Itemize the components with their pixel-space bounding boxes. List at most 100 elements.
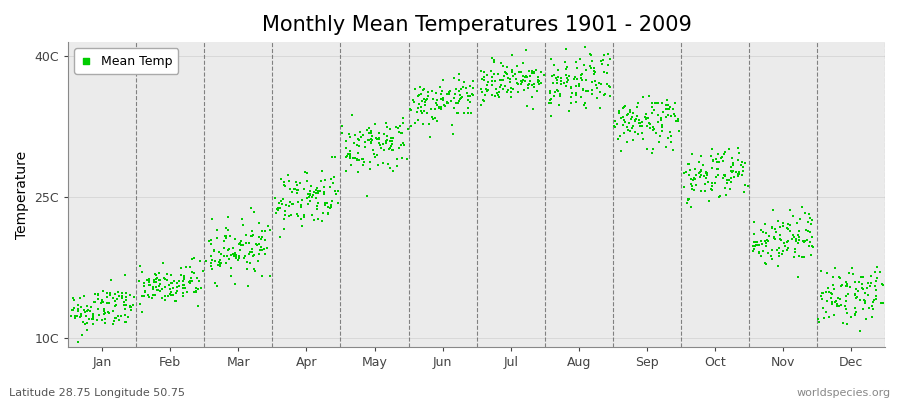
Point <box>310 203 324 210</box>
Point <box>385 141 400 148</box>
Point <box>652 139 666 145</box>
Point <box>418 102 432 109</box>
Point <box>661 134 675 141</box>
Point <box>239 231 254 238</box>
Point <box>223 252 238 258</box>
Point <box>148 279 163 285</box>
Point <box>534 80 548 86</box>
Point <box>362 137 376 143</box>
Point <box>187 255 202 261</box>
Point <box>630 112 644 119</box>
Point <box>228 251 242 258</box>
Point <box>67 304 81 311</box>
Point <box>479 86 493 93</box>
Point <box>526 81 541 87</box>
Point <box>118 312 132 318</box>
Point <box>174 272 188 278</box>
Point <box>137 280 151 286</box>
Point <box>148 292 162 298</box>
Point <box>284 186 298 192</box>
Point <box>593 88 608 95</box>
Point <box>628 117 643 124</box>
Point <box>474 102 489 108</box>
Point <box>310 185 325 192</box>
Point <box>732 171 746 178</box>
Point <box>564 84 579 91</box>
Point <box>254 244 268 250</box>
Point <box>832 275 847 281</box>
Point <box>589 81 603 88</box>
Point <box>597 92 611 99</box>
Point <box>330 188 345 194</box>
Point <box>850 294 865 300</box>
Point <box>318 200 332 206</box>
Point <box>733 150 747 156</box>
Point <box>385 134 400 141</box>
Point <box>343 148 357 154</box>
Point <box>343 134 357 140</box>
Point <box>688 182 703 188</box>
Point <box>247 252 261 258</box>
Point <box>413 108 428 115</box>
Point <box>816 305 831 311</box>
Point <box>567 74 581 80</box>
Point <box>860 280 875 286</box>
Point <box>394 141 409 148</box>
Point <box>651 118 665 125</box>
Point <box>491 90 505 96</box>
Point <box>654 116 669 123</box>
Point <box>228 249 242 256</box>
Point <box>461 93 475 99</box>
Point <box>184 274 198 281</box>
Point <box>213 250 228 257</box>
Point <box>98 320 112 326</box>
Point <box>645 104 660 110</box>
Point <box>166 292 180 298</box>
Point <box>488 93 502 99</box>
Point <box>635 123 650 129</box>
Point <box>455 84 470 90</box>
Point <box>184 269 199 276</box>
Point <box>616 104 631 110</box>
Point <box>123 292 138 298</box>
Point <box>70 313 85 319</box>
Point <box>85 316 99 322</box>
Point <box>664 113 679 120</box>
Point <box>300 170 314 176</box>
Point <box>356 156 370 162</box>
Point <box>400 125 415 132</box>
Point <box>212 263 227 269</box>
Point <box>612 108 626 114</box>
Point <box>849 309 863 315</box>
Point <box>301 201 315 208</box>
Point <box>92 312 106 319</box>
Point <box>153 288 167 294</box>
Point <box>509 62 524 69</box>
Point <box>828 299 842 305</box>
Point <box>315 210 329 216</box>
Point <box>698 170 713 176</box>
Point <box>819 270 833 276</box>
Point <box>724 164 738 170</box>
Point <box>484 78 499 84</box>
Point <box>303 191 318 198</box>
Point <box>80 302 94 309</box>
Point <box>616 116 631 123</box>
Point <box>855 285 869 291</box>
Point <box>183 278 197 284</box>
Point <box>588 69 602 75</box>
Point <box>614 115 628 121</box>
Point <box>694 167 708 173</box>
Point <box>788 249 802 256</box>
Point <box>68 315 82 322</box>
Point <box>511 88 526 95</box>
Point <box>276 226 291 232</box>
Point <box>785 236 799 242</box>
Point <box>710 150 724 157</box>
Point <box>580 105 594 111</box>
Point <box>142 282 157 288</box>
Point <box>773 232 788 238</box>
Point <box>549 74 563 81</box>
Point <box>712 194 726 201</box>
Point <box>683 167 698 173</box>
